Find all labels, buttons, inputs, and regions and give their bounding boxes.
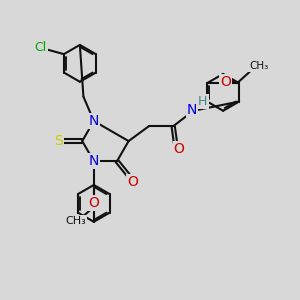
Text: O: O <box>220 75 231 89</box>
Text: N: N <box>88 154 99 168</box>
Text: N: N <box>187 103 197 117</box>
Text: CH₃: CH₃ <box>66 216 86 226</box>
Text: O: O <box>174 142 184 156</box>
Text: N: N <box>88 114 99 128</box>
Text: CH₃: CH₃ <box>249 61 268 71</box>
Text: O: O <box>127 175 138 189</box>
Text: Cl: Cl <box>34 41 47 54</box>
Text: S: S <box>54 134 63 148</box>
Text: H: H <box>198 95 208 108</box>
Text: O: O <box>88 196 99 210</box>
